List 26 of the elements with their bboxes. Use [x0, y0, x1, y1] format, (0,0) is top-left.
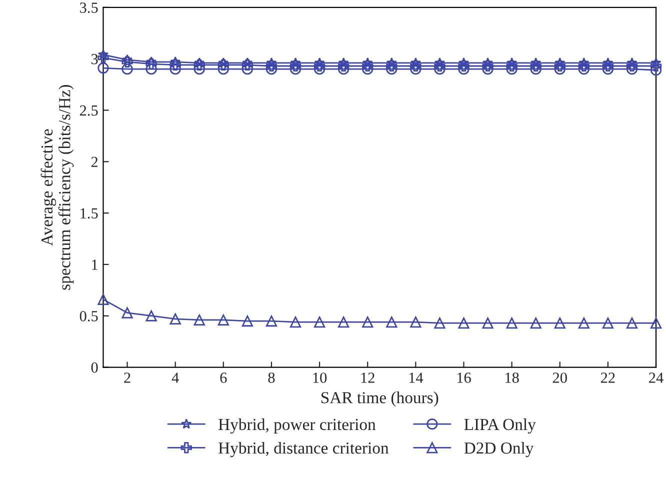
legend-label: Hybrid, distance criterion — [218, 442, 389, 458]
y-tick-label: 0.5 — [80, 311, 98, 322]
x-tick-label: 22 — [600, 372, 615, 383]
x-tick-label: 2 — [124, 372, 130, 383]
x-tick-label: 4 — [172, 372, 179, 383]
x-tick-label: 14 — [409, 372, 424, 383]
y-tick-label: 2 — [91, 156, 98, 167]
y-tick-label: 1.5 — [80, 208, 98, 219]
legend-label: Hybrid, power criterion — [218, 418, 376, 434]
x-tick-label: 6 — [220, 372, 227, 383]
y-tick-label: 1 — [92, 260, 98, 270]
x-tick-label: 20 — [552, 372, 567, 383]
x-tick-label: 12 — [361, 372, 374, 383]
y-tick-label: 0 — [91, 362, 98, 373]
x-tick-label: 8 — [268, 372, 275, 383]
x-axis-title: SAR time (hours) — [321, 392, 438, 407]
x-tick-label: 16 — [457, 372, 471, 383]
legend-label: LIPA Only — [464, 418, 536, 434]
x-tick-label: 24 — [649, 372, 664, 383]
legend-label: D2D Only — [464, 442, 534, 458]
y-tick-label: 2.5 — [80, 105, 98, 116]
y-axis-title: Average effective spectrum efficiency (bits/s/Hz) — [40, 85, 74, 290]
y-tick-label: 3 — [91, 54, 98, 64]
y-tick-label: 3.5 — [80, 2, 98, 13]
x-tick-label: 18 — [506, 372, 519, 383]
x-tick-label: 10 — [313, 372, 327, 383]
